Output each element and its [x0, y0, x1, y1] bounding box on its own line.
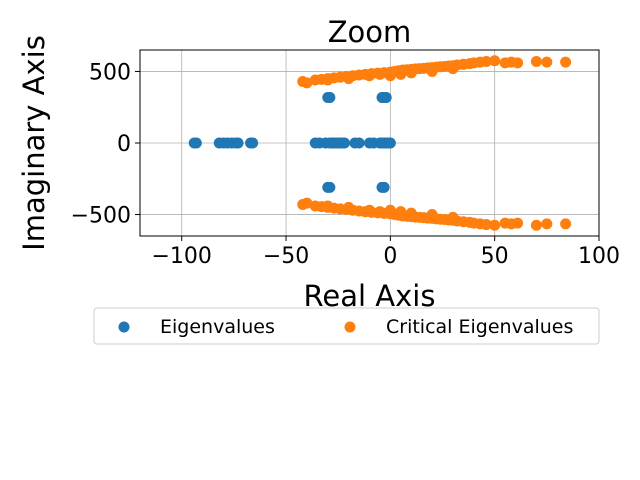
legend-marker-eigenvalues — [118, 321, 130, 333]
critical-eigenvalue-point — [384, 204, 396, 216]
critical-eigenvalue-point — [374, 206, 386, 218]
critical-eigenvalue-point — [301, 197, 313, 209]
critical-eigenvalue-point — [301, 77, 313, 89]
eigenvalue-point — [232, 137, 244, 149]
eigenvalue-point — [384, 137, 396, 149]
critical-eigenvalue-point — [541, 56, 553, 68]
eigenvalue-point — [324, 181, 336, 193]
x-tick-label: −50 — [263, 244, 309, 269]
critical-eigenvalue-point — [405, 67, 417, 79]
critical-eigenvalue-point — [530, 55, 542, 67]
critical-eigenvalue-point — [426, 65, 438, 77]
eigenvalue-point — [338, 137, 350, 149]
critical-eigenvalue-point — [447, 63, 459, 75]
critical-eigenvalue-point — [512, 217, 524, 229]
eigenvalue-point — [188, 137, 200, 149]
eigenvalue-point — [380, 92, 392, 104]
critical-eigenvalue-point — [489, 219, 501, 231]
legend-marker-critical-eigenvalues — [344, 321, 356, 333]
x-axis-label: Real Axis — [304, 279, 436, 313]
critical-eigenvalue-point — [480, 219, 492, 231]
critical-eigenvalue-point — [541, 218, 553, 230]
eigenvalue-point — [378, 181, 390, 193]
x-tick-label: 50 — [481, 244, 509, 269]
critical-eigenvalue-point — [374, 68, 386, 80]
critical-eigenvalue-point — [343, 201, 355, 213]
eigenvalue-point — [247, 137, 259, 149]
critical-eigenvalue-point — [395, 206, 407, 218]
critical-eigenvalue-point — [384, 70, 396, 82]
critical-eigenvalue-point — [364, 70, 375, 82]
critical-eigenvalue-point — [560, 218, 572, 230]
legend-label-eigenvalues: Eigenvalues — [160, 316, 275, 338]
legend: Eigenvalues Critical Eigenvalues — [93, 307, 600, 345]
legend-label-critical-eigenvalues: Critical Eigenvalues — [386, 316, 573, 338]
eigenvalue-point — [324, 92, 336, 104]
critical-eigenvalue-point — [322, 200, 334, 212]
y-axis-label: Imaginary Axis — [17, 35, 51, 251]
critical-eigenvalue-point — [447, 211, 459, 223]
critical-eigenvalue-point — [480, 55, 492, 67]
critical-eigenvalue-point — [426, 209, 438, 221]
critical-eigenvalue-point — [489, 55, 501, 67]
critical-eigenvalue-point — [512, 57, 524, 69]
eigenvalue-point — [353, 137, 365, 149]
critical-eigenvalue-point — [405, 207, 417, 219]
critical-eigenvalue-point — [395, 68, 407, 80]
x-tick-label: 0 — [383, 244, 397, 269]
critical-eigenvalue-point — [364, 204, 375, 216]
x-tick-label: −100 — [152, 244, 212, 269]
x-tick-label: 100 — [578, 244, 620, 269]
y-tick-label: 500 — [89, 60, 131, 85]
chart-title: Zoom — [328, 15, 412, 49]
critical-eigenvalue-point — [343, 73, 355, 85]
critical-eigenvalue-point — [530, 219, 542, 231]
points-layer — [188, 55, 572, 231]
y-tick-label: 0 — [117, 132, 131, 157]
y-tick-label: −500 — [71, 204, 131, 229]
critical-eigenvalue-point — [560, 56, 572, 68]
critical-eigenvalue-point — [322, 74, 334, 86]
